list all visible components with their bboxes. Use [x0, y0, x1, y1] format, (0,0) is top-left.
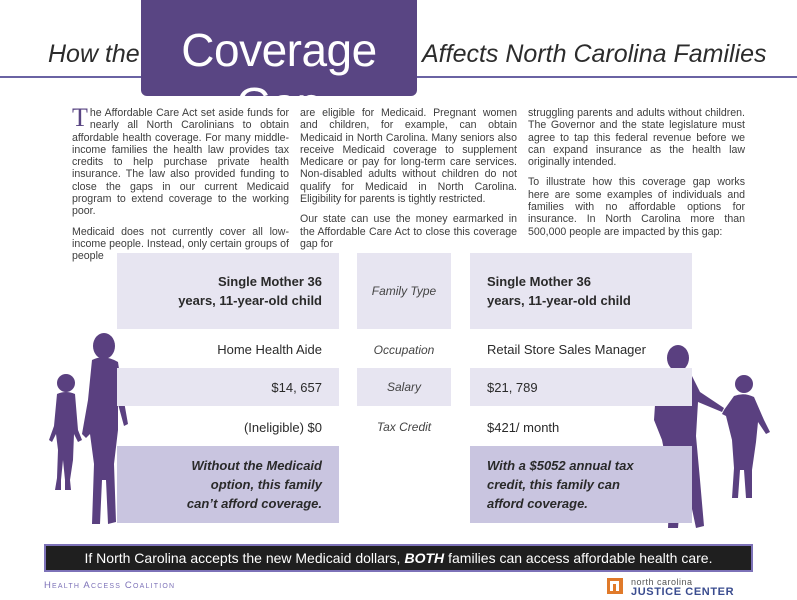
justice-center-logo: north carolina JUSTICE CENTER: [607, 577, 752, 598]
right-salary: $21, 789: [470, 368, 692, 406]
title-suffix: Affects North Carolina Families: [422, 40, 767, 68]
intro-paragraph: are eligible for Medicaid. Pregnant wome…: [300, 107, 517, 206]
right-occupation: Retail Store Sales Manager: [487, 342, 646, 357]
intro-paragraph: To illustrate how this coverage gap work…: [528, 176, 745, 238]
title-highlight: Coverage Gap: [181, 24, 377, 130]
intro-paragraph: Medicaid does not currently cover all lo…: [72, 225, 289, 263]
label-family-type: Family Type: [357, 253, 451, 329]
right-family-type: Single Mother 36 years, 11-year-old chil…: [470, 253, 692, 329]
label-tax-credit: Tax Credit: [376, 420, 432, 434]
intro-column-3: struggling parents and adults without ch…: [528, 107, 745, 246]
label-occupation: Occupation: [373, 342, 435, 357]
drop-cap: T: [72, 103, 88, 132]
conclusion-banner: If North Carolina accepts the new Medica…: [44, 544, 753, 572]
banner-text-before: If North Carolina accepts the new Medica…: [84, 550, 401, 566]
logo-text-top: north carolina: [631, 577, 693, 587]
title-prefix: How the: [48, 40, 140, 68]
banner-text-after: families can access affordable health ca…: [448, 550, 713, 566]
intro-paragraph: struggling parents and adults without ch…: [528, 107, 745, 169]
label-salary: Salary: [357, 368, 451, 406]
title-highlight-box: Coverage Gap: [141, 0, 417, 130]
intro-column-2: are eligible for Medicaid. Pregnant wome…: [300, 107, 517, 258]
right-tax-credit: $421/ month: [487, 419, 560, 435]
logo-text-bottom: JUSTICE CENTER: [631, 586, 735, 598]
intro-paragraph: Our state can use the money earmarked in…: [300, 213, 517, 250]
left-summary: Without the Medicaid option, this family…: [117, 446, 339, 523]
left-family-type: Single Mother 36 years, 11-year-old chil…: [117, 253, 339, 329]
justice-center-logo-icon: [607, 578, 623, 594]
left-tax-credit: (Ineligible) $0: [243, 419, 322, 435]
mother-child-silhouette-left: [49, 333, 128, 524]
left-salary: $14, 657: [117, 368, 339, 406]
left-occupation: Home Health Aide: [217, 342, 322, 357]
banner-emphasis: BOTH: [404, 550, 445, 566]
footer-organization: Health Access Coalition: [44, 580, 176, 591]
right-summary: With a $5052 annual tax credit, this fam…: [470, 446, 692, 523]
